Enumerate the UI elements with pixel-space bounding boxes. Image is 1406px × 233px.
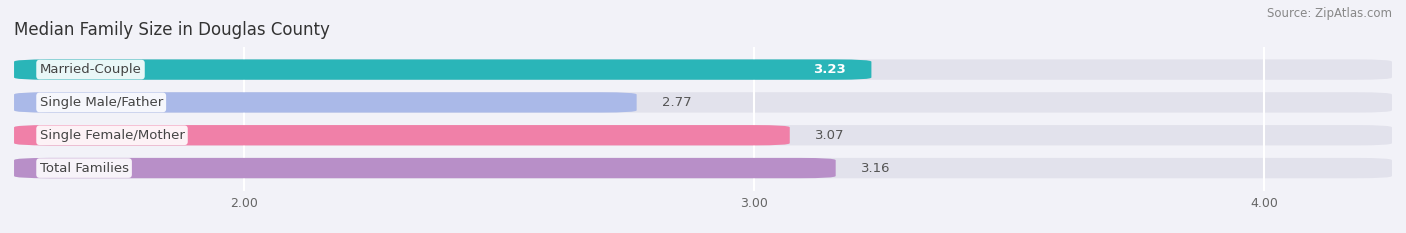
FancyBboxPatch shape [14,158,835,178]
FancyBboxPatch shape [14,59,872,80]
Text: 2.77: 2.77 [662,96,692,109]
FancyBboxPatch shape [14,92,637,113]
Text: 3.16: 3.16 [862,161,891,175]
FancyBboxPatch shape [14,125,790,145]
Text: Source: ZipAtlas.com: Source: ZipAtlas.com [1267,7,1392,20]
Text: Single Female/Mother: Single Female/Mother [39,129,184,142]
Text: Married-Couple: Married-Couple [39,63,142,76]
Text: Single Male/Father: Single Male/Father [39,96,163,109]
Text: 3.23: 3.23 [813,63,846,76]
FancyBboxPatch shape [14,158,1392,178]
Text: Total Families: Total Families [39,161,128,175]
FancyBboxPatch shape [14,59,1392,80]
FancyBboxPatch shape [14,125,1392,145]
Text: Median Family Size in Douglas County: Median Family Size in Douglas County [14,21,330,39]
Text: 3.07: 3.07 [815,129,845,142]
FancyBboxPatch shape [14,92,1392,113]
